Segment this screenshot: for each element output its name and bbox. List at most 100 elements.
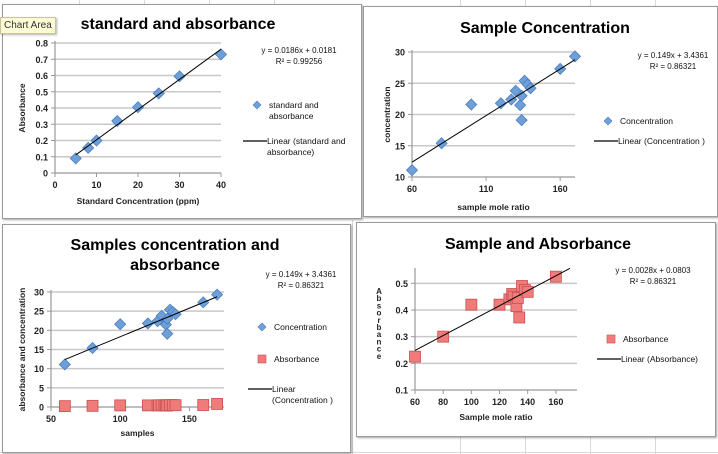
y-tick-label: 5 bbox=[39, 383, 44, 393]
data-point-absorbance bbox=[169, 399, 182, 412]
y-axis-label: Absorbance bbox=[376, 287, 382, 361]
y-axis-label-letter: n bbox=[377, 337, 382, 346]
chart-title: Sample and Absorbance bbox=[445, 236, 631, 253]
x-tick-label: 160 bbox=[548, 397, 563, 407]
y-tick-label: 0.5 bbox=[35, 87, 48, 97]
data-point-absorbance bbox=[211, 398, 223, 410]
chart-title: Samples concentration and bbox=[71, 237, 280, 254]
y-axis-label-letter: e bbox=[377, 352, 382, 361]
y-tick-label: 0 bbox=[43, 169, 48, 179]
legend-label: Absorbance bbox=[623, 334, 669, 344]
y-tick-label: 0.4 bbox=[395, 306, 408, 316]
legend-diamond-icon bbox=[252, 100, 262, 110]
data-point-absorbance bbox=[58, 400, 71, 413]
data-point-absorbance bbox=[493, 298, 506, 311]
y-axis-label-letter: b bbox=[377, 294, 382, 303]
x-tick-label: 150 bbox=[182, 414, 197, 424]
legend-label: Concentration bbox=[274, 322, 327, 332]
trendline-equation: R² = 0.86321 bbox=[630, 277, 677, 286]
y-tick-label: 10 bbox=[395, 173, 405, 183]
legend-label: Linear (Absorbance) bbox=[621, 354, 698, 364]
x-axis-label: Standard Concentration (ppm) bbox=[77, 196, 200, 206]
legend-label: (Concentration ) bbox=[272, 395, 333, 405]
y-tick-label: 30 bbox=[395, 48, 405, 58]
y-tick-label: 10 bbox=[34, 364, 44, 374]
trendline-equation: R² = 0.86321 bbox=[650, 62, 697, 71]
chart-title: absorbance bbox=[130, 257, 220, 274]
data-point-absorbance bbox=[465, 298, 478, 311]
data-point-concentration bbox=[515, 89, 528, 102]
data-point-concentration bbox=[465, 98, 478, 111]
y-tick-label: 15 bbox=[34, 345, 44, 355]
data-point-standard-and-absorbance bbox=[69, 152, 82, 165]
data-point-absorbance bbox=[197, 399, 210, 411]
legend-square-icon bbox=[257, 354, 267, 364]
data-point-standard-and-absorbance bbox=[173, 70, 186, 83]
y-tick-label: 0.5 bbox=[395, 279, 408, 289]
chart-svg: Sample and Absorbance 0.1 0.2 0.3 0.4 0.5 60 80… bbox=[376, 236, 698, 422]
y-axis-label: Absorbance bbox=[17, 83, 27, 132]
trendline bbox=[411, 59, 576, 163]
legend-label: absorbance) bbox=[267, 147, 314, 157]
data-point-concentration bbox=[405, 164, 419, 177]
y-axis-label-letter: c bbox=[377, 345, 382, 354]
y-axis-label: absorbance and concentration bbox=[17, 288, 27, 412]
data-point-standard-and-absorbance bbox=[131, 101, 145, 114]
data-point-absorbance bbox=[86, 399, 99, 412]
trendline bbox=[64, 296, 218, 361]
x-tick-label: 20 bbox=[133, 180, 143, 190]
x-tick-label: 40 bbox=[216, 180, 226, 190]
x-tick-label: 120 bbox=[492, 397, 507, 407]
legend-label: Linear (standard and bbox=[267, 136, 346, 146]
data-point-concentration bbox=[494, 97, 507, 110]
trendline bbox=[75, 48, 222, 156]
y-tick-label: 15 bbox=[395, 141, 405, 151]
chart-standard-and-absorbance[interactable]: standard and absorbance 0 0.1 0.2 0.3 0.4 0.5 0… bbox=[2, 4, 362, 219]
legend-label: Linear (Concentration ) bbox=[618, 136, 705, 146]
y-tick-label: 0.4 bbox=[35, 104, 48, 114]
chart-area-tooltip: Chart Area bbox=[0, 17, 56, 34]
y-tick-label: 30 bbox=[34, 288, 44, 298]
chart-sample-and-absorbance[interactable]: Sample and Absorbance 0.1 0.2 0.3 0.4 0.5 60 80… bbox=[356, 222, 716, 437]
trendline-equation: R² = 0.99256 bbox=[276, 57, 323, 66]
data-point-absorbance bbox=[513, 311, 526, 324]
chart-samples-concentration-and-absorbance[interactable]: Samples concentration and absorbance 0 5 10 1… bbox=[2, 224, 351, 453]
x-tick-label: 60 bbox=[410, 397, 420, 407]
data-point-standard-and-absorbance bbox=[111, 114, 124, 128]
data-point-concentration bbox=[568, 50, 582, 63]
legend-label: Linear bbox=[272, 384, 296, 394]
legend-diamond-icon bbox=[603, 116, 613, 126]
chart-sample-concentration[interactable]: Sample Concentration 10 15 20 25 30 60 110 160 sa… bbox=[363, 6, 718, 217]
trendline-equation: y = 0.149x + 3.4361 bbox=[266, 270, 337, 279]
y-axis-label: concentration bbox=[382, 86, 392, 142]
y-axis-label-letter: b bbox=[377, 323, 382, 332]
y-tick-label: 0.6 bbox=[35, 71, 48, 81]
y-axis-label-letter: a bbox=[377, 330, 382, 339]
y-tick-label: 0.2 bbox=[395, 359, 408, 369]
trendline-equation: y = 0.149x + 3.4361 bbox=[638, 51, 709, 60]
legend-square-icon bbox=[606, 334, 616, 344]
data-point-absorbance bbox=[511, 292, 524, 304]
chart-svg: Samples concentration and absorbance 0 5 10 1… bbox=[17, 237, 337, 438]
x-tick-label: 0 bbox=[52, 180, 57, 190]
y-axis-label-letter: A bbox=[376, 287, 382, 296]
data-point-concentration bbox=[161, 327, 174, 340]
data-point-concentration bbox=[58, 358, 71, 371]
y-axis-label-letter: o bbox=[377, 309, 382, 318]
trendline-equation: R² = 0.86321 bbox=[278, 281, 325, 290]
y-tick-label: 0.7 bbox=[35, 55, 48, 65]
legend-label: Concentration bbox=[620, 116, 673, 126]
x-tick-label: 50 bbox=[46, 414, 56, 424]
x-axis-label: samples bbox=[120, 428, 154, 438]
trendline-equation: y = 0.0186x + 0.0181 bbox=[261, 46, 337, 55]
y-tick-label: 0.3 bbox=[35, 120, 48, 130]
y-tick-label: 0.1 bbox=[395, 386, 408, 396]
chart-svg: Sample Concentration 10 15 20 25 30 60 110 160 sa… bbox=[382, 20, 709, 212]
chart-title: standard and absorbance bbox=[81, 16, 276, 33]
x-axis-label: sample mole ratio bbox=[457, 202, 529, 212]
data-point-standard-and-absorbance bbox=[82, 141, 95, 154]
y-tick-label: 0 bbox=[39, 403, 44, 413]
data-point-standard-and-absorbance bbox=[214, 48, 228, 61]
data-point-absorbance bbox=[549, 270, 562, 283]
x-tick-label: 80 bbox=[438, 397, 448, 407]
